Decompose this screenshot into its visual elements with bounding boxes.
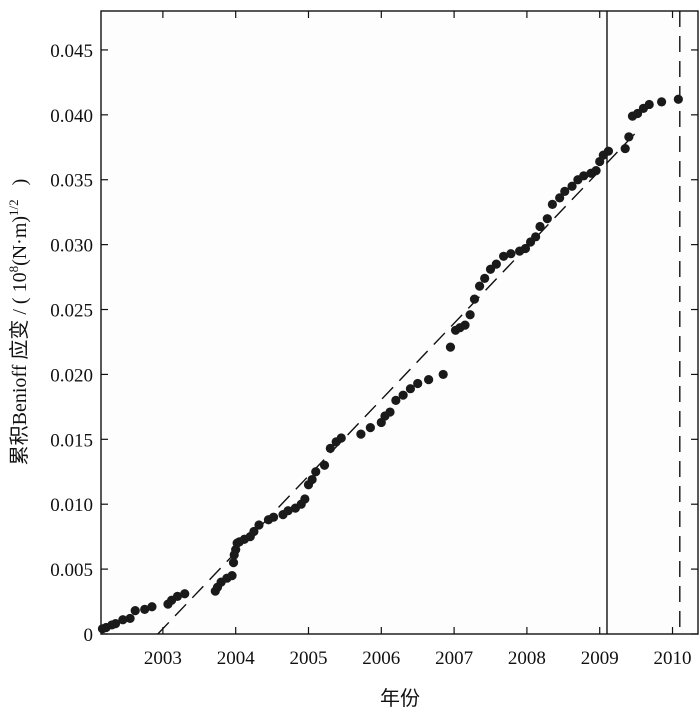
data-point <box>311 467 321 477</box>
y-axis-title-suffix: ) <box>9 179 31 186</box>
y-tick-label: 0.005 <box>50 560 93 581</box>
y-tick-label: 0.015 <box>50 430 93 451</box>
x-tick-label: 2009 <box>581 648 619 669</box>
data-point <box>391 395 401 405</box>
x-tick-label: 2007 <box>435 648 473 669</box>
data-point <box>445 342 456 352</box>
x-tick-label: 2003 <box>144 648 182 669</box>
plot-frame <box>100 10 699 635</box>
data-point <box>356 429 366 439</box>
data-point <box>228 558 239 568</box>
data-point <box>398 390 408 400</box>
data-point <box>249 526 259 537</box>
data-point <box>110 619 121 629</box>
y-axis-title-exp2: 1/2 <box>6 199 21 216</box>
data-point <box>140 604 150 614</box>
data-point <box>644 99 654 110</box>
data-point <box>438 369 448 380</box>
trend-line <box>157 127 641 635</box>
axis-ticks <box>101 11 698 635</box>
x-axis-title: 年份 <box>380 687 420 710</box>
x-tick-label: 2005 <box>289 648 327 669</box>
data-point <box>547 199 557 209</box>
data-point <box>542 214 552 224</box>
data-point <box>620 143 630 154</box>
data-point <box>283 506 293 516</box>
plot-area <box>100 10 699 635</box>
x-tick-label: 2010 <box>654 648 692 669</box>
x-tick-label: 2004 <box>217 648 256 669</box>
data-point <box>535 221 545 232</box>
data-point <box>130 606 140 616</box>
data-point <box>254 520 264 530</box>
y-tick-label: 0 <box>84 625 94 646</box>
data-point <box>506 249 516 259</box>
data-point <box>319 460 330 470</box>
data-point <box>499 251 509 261</box>
data-point <box>307 474 317 485</box>
y-tick-label: 0.010 <box>50 495 93 516</box>
y-axis-title-exp1: 8 <box>6 266 21 273</box>
data-point <box>579 171 589 181</box>
data-point <box>531 232 541 242</box>
y-axis-title-prefix: 累积Benioff 应变 / ( 10 <box>8 272 31 465</box>
data-point <box>465 310 475 320</box>
data-point <box>567 181 577 191</box>
data-point <box>555 193 565 203</box>
data-point <box>405 384 416 394</box>
data-point <box>469 294 480 304</box>
data-point <box>413 378 423 389</box>
y-axis-title-middle: (N·m) <box>9 216 31 266</box>
data-points <box>97 94 683 634</box>
data-point <box>365 423 375 433</box>
data-point <box>603 146 614 156</box>
y-tick-label: 0.035 <box>50 171 93 192</box>
data-point <box>268 512 279 522</box>
data-point <box>385 407 395 417</box>
y-tick-labels: 0 0.005 0.010 0.015 0.020 0.025 0.030 0.035 0.04… <box>50 41 93 646</box>
reference-lines <box>606 11 681 634</box>
y-tick-label: 0.025 <box>50 301 93 322</box>
data-point <box>336 433 346 443</box>
data-point <box>520 243 531 254</box>
data-point <box>460 320 470 330</box>
x-tick-labels: 2003 2004 2005 2006 2007 2008 2009 2010 <box>144 648 692 669</box>
data-point <box>147 602 157 612</box>
data-point <box>560 186 570 197</box>
data-point <box>424 375 434 385</box>
x-tick-label: 2008 <box>508 648 546 669</box>
data-point <box>474 281 485 291</box>
data-point <box>491 259 501 269</box>
y-tick-label: 0.045 <box>50 41 93 62</box>
trend-line-group <box>157 127 641 635</box>
data-point <box>227 570 237 581</box>
data-point <box>325 443 335 453</box>
y-tick-label: 0.030 <box>50 236 93 257</box>
y-tick-label: 0.020 <box>50 365 93 386</box>
y-tick-label: 0.040 <box>50 106 93 127</box>
data-point <box>172 591 183 601</box>
x-tick-label: 2006 <box>362 648 400 669</box>
y-axis-title: 累积Benioff 应变 / ( 108(N·m)1/2) <box>6 179 31 466</box>
data-point <box>673 94 683 104</box>
data-point <box>656 97 667 107</box>
data-point <box>118 615 128 625</box>
data-point <box>624 132 634 142</box>
data-point <box>591 166 601 176</box>
data-point <box>300 494 310 504</box>
data-point <box>125 613 135 624</box>
data-point <box>480 273 490 283</box>
data-point <box>180 589 190 599</box>
